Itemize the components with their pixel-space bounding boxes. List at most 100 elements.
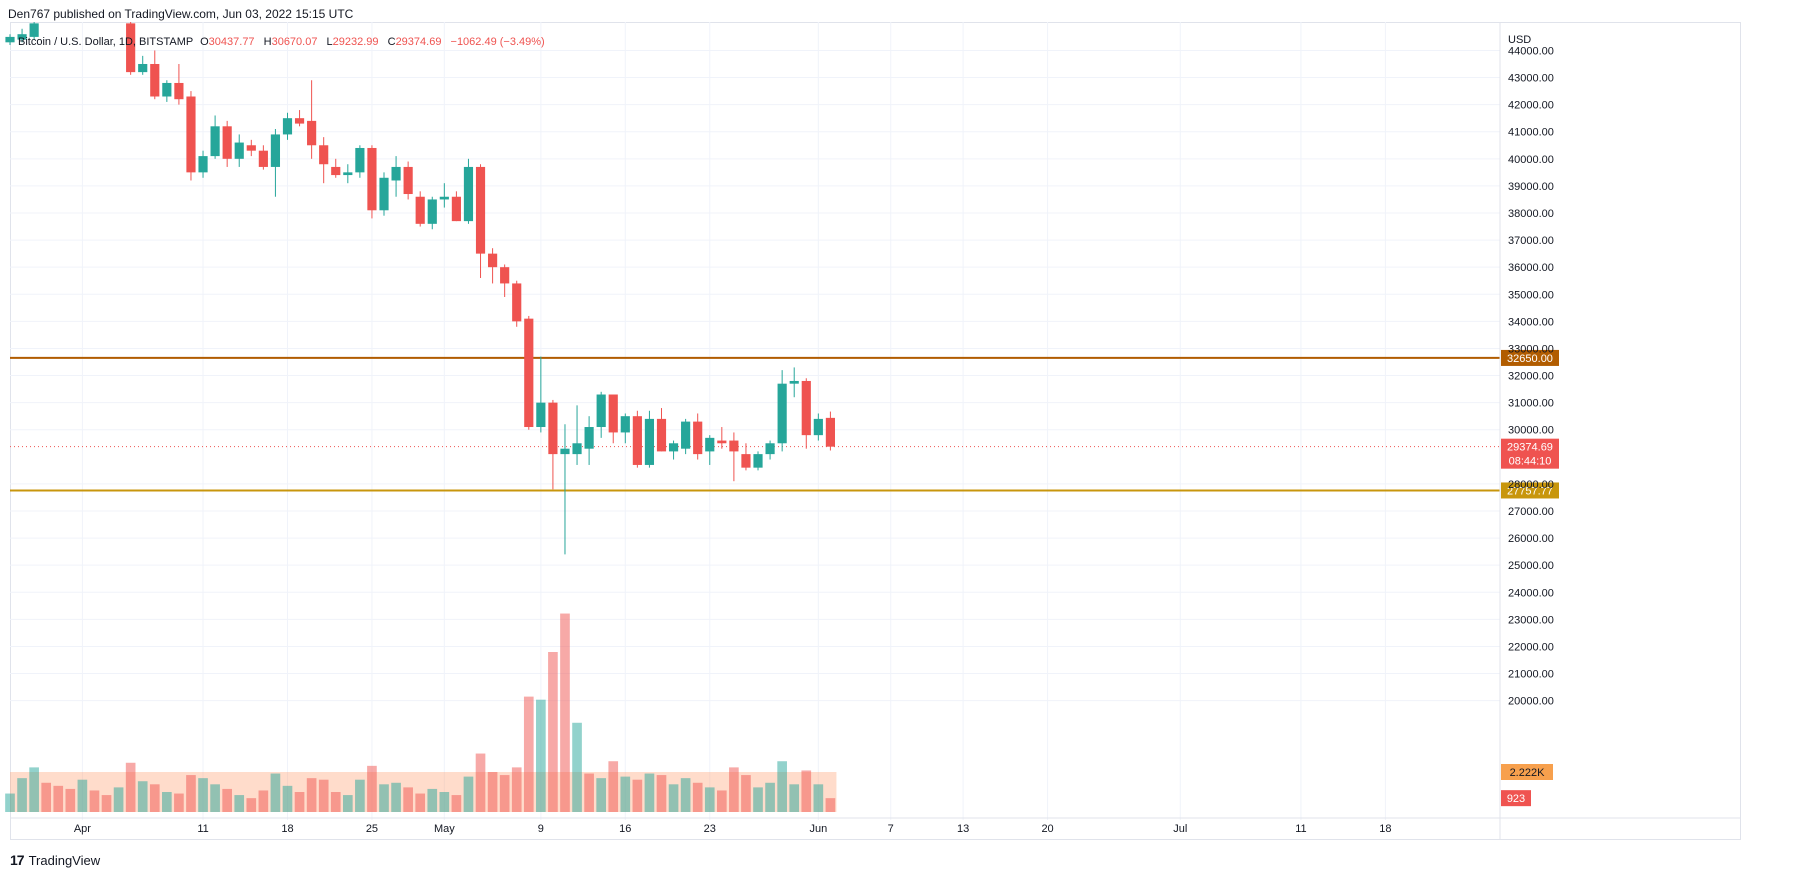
y-tick-label: 30000.00 <box>1508 425 1554 437</box>
candle-body <box>307 120 317 146</box>
candle-body <box>126 23 136 73</box>
volume-bar <box>234 795 245 812</box>
candle-body <box>319 145 329 165</box>
volume-bar <box>318 779 329 812</box>
candle-body <box>825 417 835 447</box>
axes: 44000.00 43000.00 42000.00 41000.00 40000.00… <box>10 22 1741 840</box>
volume-bar <box>451 795 462 812</box>
y-tick-label: 39000.00 <box>1508 181 1554 193</box>
y-tick-label: 35000.00 <box>1508 289 1554 301</box>
y-tick-label: 43000.00 <box>1508 73 1554 85</box>
candle-body <box>765 443 775 455</box>
candle-body <box>524 318 534 428</box>
volume-bar <box>439 792 450 812</box>
volume-bar <box>367 765 377 812</box>
candle-body <box>693 421 703 455</box>
y-tick-label: 42000.00 <box>1508 100 1554 112</box>
volume-last-tag <box>1501 790 1531 807</box>
volume-bar <box>548 652 558 812</box>
candles <box>5 22 835 555</box>
legend-open-label: O <box>200 36 209 48</box>
volume-bar <box>403 787 413 812</box>
candle-body <box>560 448 570 455</box>
candle-body <box>17 34 27 40</box>
volume-bar <box>777 761 787 812</box>
y-tick-label: 28000.00 <box>1508 479 1554 491</box>
y-tick-label: 37000.00 <box>1508 235 1554 247</box>
x-tick-label: 20 <box>1041 823 1053 835</box>
volume-bar <box>680 778 691 812</box>
legend-high-value: 30670.07 <box>272 36 318 48</box>
volume-bar <box>17 778 27 812</box>
candle-body <box>512 283 522 322</box>
legend-open-value: 30437.77 <box>209 36 255 48</box>
volume-bar <box>29 767 39 812</box>
candle-body <box>644 418 655 465</box>
x-tick-label: 11 <box>197 823 208 835</box>
volume-bar <box>741 775 751 812</box>
volume-bar <box>379 784 389 812</box>
legend-high-label: H <box>264 36 272 48</box>
volume-bar <box>801 770 812 812</box>
level-tag <box>1501 482 1559 499</box>
candle-body <box>705 437 715 452</box>
candle-body <box>150 63 160 97</box>
volume-bar <box>632 779 643 812</box>
candle-body <box>186 96 196 173</box>
volume-bar <box>596 778 606 812</box>
candle-body <box>174 82 184 100</box>
candle-body <box>572 443 582 455</box>
candle-body <box>777 383 787 444</box>
y-tick-label: 22000.00 <box>1508 641 1554 653</box>
y-tick-label: 26000.00 <box>1508 533 1554 545</box>
volume-bar <box>125 762 136 812</box>
level-tag-label: 27757.77 <box>1507 485 1553 497</box>
candle-body <box>29 23 39 37</box>
candle-body <box>488 253 498 268</box>
candle-body <box>234 142 244 159</box>
y-tick-label: 32000.00 <box>1508 371 1554 383</box>
candle-body <box>367 147 377 211</box>
candle-body <box>331 166 341 176</box>
candle-body <box>729 440 739 452</box>
countdown-label: 08:44:10 <box>1509 456 1552 468</box>
volume-bar <box>765 782 775 812</box>
legend-symbol: Bitcoin / U.S. Dollar, 1D, BITSTAMP <box>18 36 193 48</box>
volume-panel <box>5 613 837 812</box>
volume-ma-tag <box>1501 764 1553 780</box>
candle-body <box>789 380 799 384</box>
footer-brand-label: TradingView <box>28 852 101 868</box>
candle-body <box>717 440 727 444</box>
volume-bar <box>89 790 100 812</box>
grid <box>10 22 1500 820</box>
volume-bar <box>391 782 401 812</box>
volume-bar <box>668 784 679 812</box>
volume-bar <box>137 781 148 812</box>
x-tick-label: 25 <box>366 823 378 835</box>
last-price-tag <box>1501 438 1559 469</box>
x-tick-label: Jun <box>809 823 827 835</box>
candle-body <box>198 156 208 173</box>
candle-body <box>632 416 642 465</box>
candle-body <box>451 196 461 222</box>
footer-brand[interactable]: 17 TradingView <box>10 852 100 868</box>
y-tick-label: 27000.00 <box>1508 506 1554 518</box>
x-tick-label: 18 <box>1379 823 1391 835</box>
y-tick-label: 40000.00 <box>1508 154 1554 166</box>
candle-body <box>475 166 486 254</box>
x-tick-label: 9 <box>538 823 544 835</box>
candle-body <box>222 126 232 159</box>
volume-bar <box>198 778 208 812</box>
volume-bar <box>355 779 365 812</box>
volume-bar <box>753 787 763 812</box>
legend-low-value: 29232.99 <box>333 36 379 48</box>
last-price-label: 29374.69 <box>1507 442 1553 454</box>
volume-bar <box>186 775 196 812</box>
volume-bar <box>53 785 64 812</box>
volume-bar <box>415 793 426 812</box>
candle-body <box>463 166 474 222</box>
volume-bar <box>258 790 269 812</box>
x-tick-label: 23 <box>704 823 716 835</box>
x-tick-label: 11 <box>1295 823 1306 835</box>
